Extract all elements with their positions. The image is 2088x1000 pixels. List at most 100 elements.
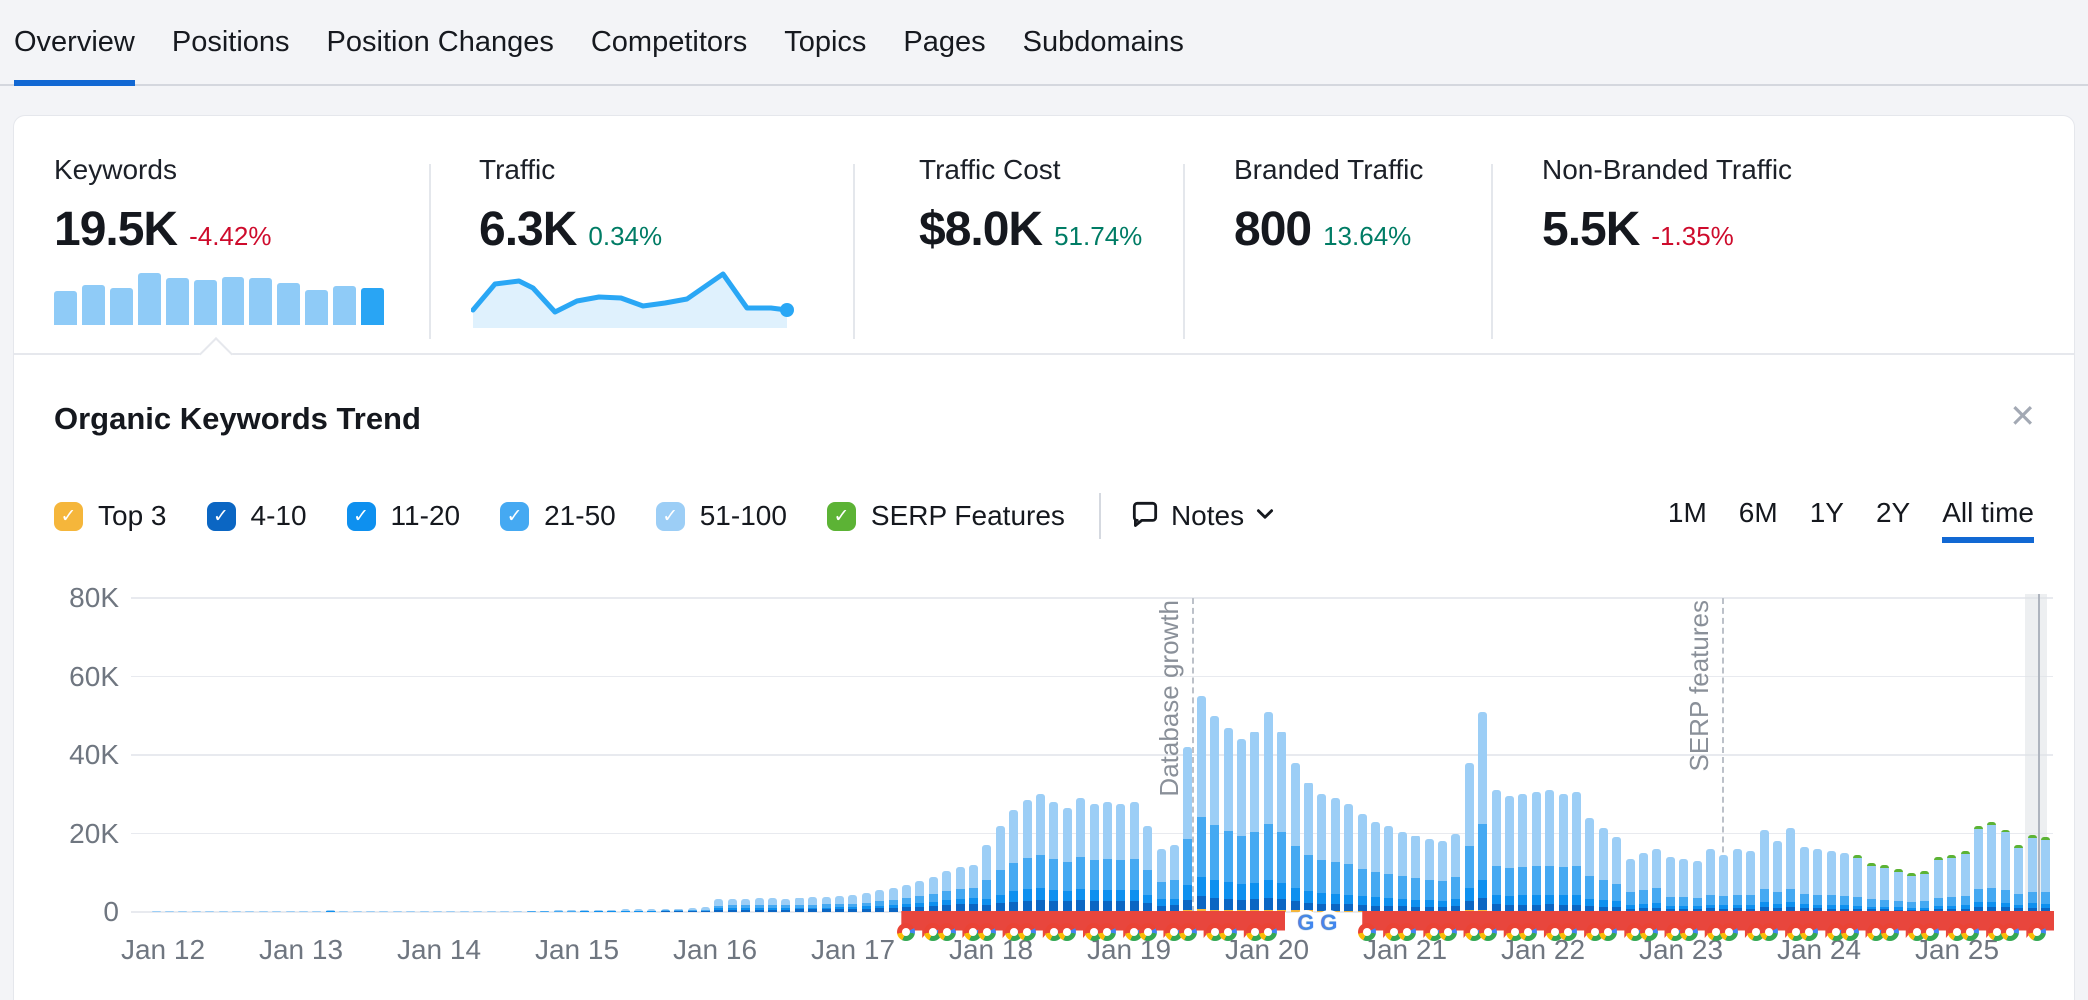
bar-segment [607, 909, 617, 911]
nav-tab-subdomains[interactable]: Subdomains [1022, 25, 1184, 58]
bar-segment [1062, 891, 1072, 902]
range-1y[interactable]: 1Y [1809, 497, 1844, 528]
bar-segment [1920, 907, 1930, 910]
bar-segment [1384, 905, 1394, 911]
bar-segment [2014, 904, 2024, 909]
bar-segment [875, 905, 885, 909]
bar-segment [1786, 907, 1796, 911]
stacked-bar [1437, 841, 1447, 912]
nav-tab-competitors[interactable]: Competitors [590, 25, 748, 58]
bar-segment [1665, 896, 1675, 906]
bar-segment [1049, 900, 1059, 911]
legend-item-51-100[interactable]: ✓ 51-100 [655, 500, 787, 532]
stacked-bar [888, 887, 898, 912]
stacked-bar [915, 880, 925, 912]
range-2y[interactable]: 2Y [1875, 497, 1911, 528]
nav-tab-pages[interactable]: Pages [903, 25, 986, 58]
legend-item-21-50[interactable]: ✓ 21-50 [500, 500, 616, 532]
bar-segment [861, 902, 871, 907]
stacked-bar [1518, 794, 1528, 912]
nav-tab-position-changes[interactable]: Position Changes [326, 25, 554, 58]
checkbox-11-20[interactable]: ✓ [346, 501, 376, 531]
bar-segment [1625, 908, 1635, 912]
stacked-bar [848, 895, 858, 912]
range-6m[interactable]: 6M [1738, 497, 1778, 528]
bar-segment [1652, 888, 1662, 904]
bar-segment [1223, 898, 1233, 910]
bar-segment [1625, 891, 1635, 905]
close-icon[interactable]: ✕ [2009, 398, 2036, 434]
bar-segment [1156, 849, 1166, 882]
google-update-icon [1961, 923, 1980, 941]
metric-card-non-branded-traffic[interactable]: Non-Branded Traffic 5.5K -1.35% [1542, 154, 1792, 257]
bar-segment [1612, 883, 1622, 902]
metric-card-traffic-cost[interactable]: Traffic Cost $8.0K 51.74% [919, 154, 1142, 257]
bar-segment [1076, 857, 1086, 890]
bar-segment [1853, 908, 1863, 912]
bar-segment [1893, 907, 1903, 910]
bar-segment [901, 907, 911, 912]
bar-segment [1732, 849, 1742, 895]
checkbox-21-50[interactable]: ✓ [500, 501, 530, 531]
bar-segment [767, 897, 777, 905]
metric-card-traffic[interactable]: Traffic 6.3K 0.34% [479, 154, 662, 257]
bar-segment [848, 909, 858, 912]
note-marker-flag[interactable] [1398, 911, 1425, 941]
stacked-bar [1330, 798, 1340, 912]
bar-segment [901, 898, 911, 904]
legend-item-serp-features[interactable]: ✓ SERP Features [826, 500, 1065, 532]
nav-tab-topics[interactable]: Topics [784, 25, 867, 58]
bar-segment [808, 909, 818, 912]
bar-segment [1652, 849, 1662, 889]
stacked-bar [2040, 837, 2050, 912]
bar-segment [754, 898, 764, 906]
stacked-bar [1022, 800, 1032, 912]
legend-item-4-10[interactable]: ✓ 4-10 [206, 500, 307, 532]
bar-segment [1920, 901, 1930, 908]
bar-segment [1679, 897, 1689, 906]
bar-segment [1813, 849, 1823, 895]
bar-segment [1571, 904, 1581, 911]
bar-segment [1424, 839, 1434, 880]
legend-item-11-20[interactable]: ✓ 11-20 [346, 500, 460, 532]
metric-card-keywords[interactable]: Keywords 19.5K -4.42% [54, 154, 271, 257]
bar-segment [1679, 909, 1689, 912]
checkbox-4-10[interactable]: ✓ [206, 501, 236, 531]
nav-tab-overview[interactable]: Overview [14, 0, 135, 86]
google-g-icon[interactable]: G [1292, 910, 1319, 936]
google-update-icon [1398, 923, 1417, 941]
bar-segment [1236, 739, 1246, 836]
bar-segment [1746, 908, 1756, 912]
checkbox-51-100[interactable]: ✓ [655, 501, 685, 531]
nav-tab-positions[interactable]: Positions [171, 25, 290, 58]
bar-segment [1786, 888, 1796, 903]
bar-segment [1933, 857, 1943, 860]
note-marker-flag[interactable] [1259, 911, 1286, 941]
note-marker-flag[interactable] [2028, 911, 2055, 941]
bar-segment [540, 910, 550, 912]
range-1m[interactable]: 1M [1667, 497, 1707, 528]
range-all-time[interactable]: All time [1942, 497, 2034, 543]
checkbox-serp-features[interactable]: ✓ [826, 501, 856, 531]
bar-segment [1210, 909, 1220, 912]
bar-segment [1571, 895, 1581, 905]
bar-segment [1344, 910, 1354, 912]
legend-item-top-3[interactable]: ✓ Top 3 [54, 500, 167, 532]
stacked-bar [1826, 851, 1836, 912]
google-g-icon[interactable]: G [1315, 910, 1342, 936]
bar-segment [1638, 853, 1648, 890]
bar-segment [1504, 895, 1514, 905]
sparkline-bar [305, 290, 329, 325]
bar-segment [888, 904, 898, 908]
bar-segment [1906, 901, 1916, 908]
bar-segment [1478, 897, 1488, 910]
bar-segment [834, 896, 844, 905]
checkbox-top-3[interactable]: ✓ [54, 501, 83, 531]
stacked-bar [1049, 802, 1059, 912]
note-marker-flag[interactable] [1138, 911, 1165, 941]
metric-card-branded-traffic[interactable]: Branded Traffic 800 13.64% [1234, 154, 1423, 257]
organic-keywords-trend-chart[interactable]: Database growth SERP features G G [131, 594, 2055, 941]
bar-segment [2040, 840, 2050, 893]
sparkline-bar [109, 288, 133, 325]
notes-dropdown[interactable]: Notes [1129, 498, 1276, 535]
